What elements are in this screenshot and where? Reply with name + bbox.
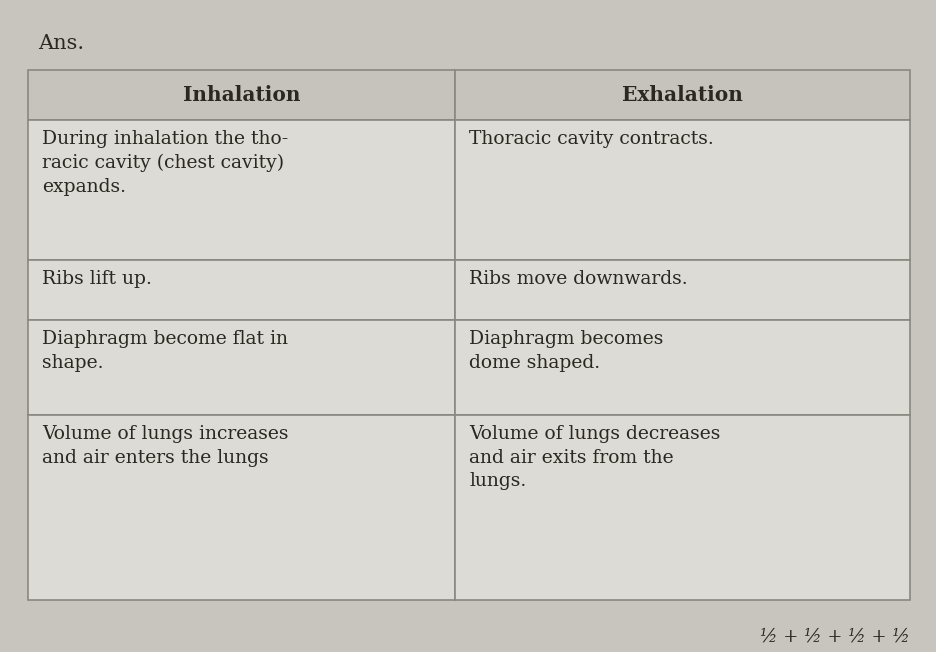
Text: Ans.: Ans. [38,34,84,53]
Text: Diaphragm becomes
dome shaped.: Diaphragm becomes dome shaped. [469,330,664,372]
Bar [28,260,455,320]
Bar [455,120,910,260]
Bar [455,415,910,600]
Bar [28,415,455,600]
Text: Ribs lift up.: Ribs lift up. [42,270,152,288]
Text: Exhalation: Exhalation [622,85,743,105]
Text: Volume of lungs increases
and air enters the lungs: Volume of lungs increases and air enters… [42,425,288,467]
Text: Inhalation: Inhalation [183,85,300,105]
Bar [455,70,910,120]
Text: ½ + ½ + ½ + ½: ½ + ½ + ½ + ½ [760,628,910,646]
Bar [28,320,455,415]
Bar [455,320,910,415]
Bar [28,120,455,260]
Bar [455,260,910,320]
Text: Thoracic cavity contracts.: Thoracic cavity contracts. [469,130,714,148]
Text: Diaphragm become flat in
shape.: Diaphragm become flat in shape. [42,330,288,372]
Text: Volume of lungs decreases
and air exits from the
lungs.: Volume of lungs decreases and air exits … [469,425,721,490]
Bar [28,70,455,120]
Text: During inhalation the tho-
racic cavity (chest cavity)
expands.: During inhalation the tho- racic cavity … [42,130,288,196]
Text: Ribs move downwards.: Ribs move downwards. [469,270,688,288]
